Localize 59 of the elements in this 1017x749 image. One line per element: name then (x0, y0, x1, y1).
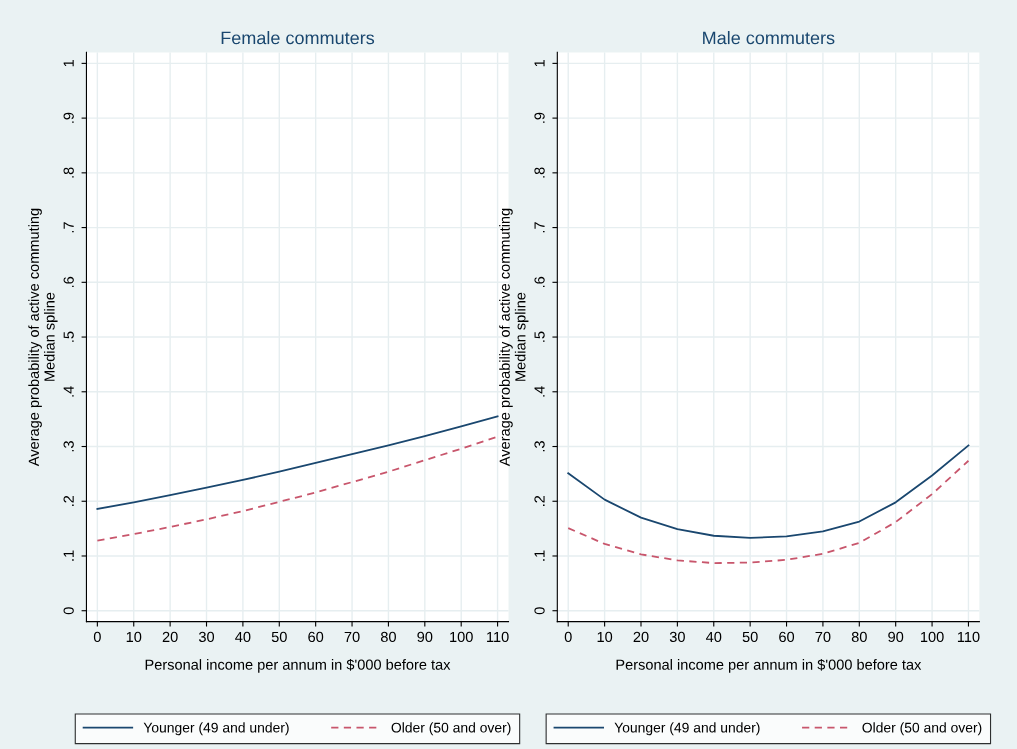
y-tick-label: .1 (63, 550, 74, 561)
x-tick-label: 80 (380, 631, 396, 643)
y-axis-title: Average probability of active commuting Median spline (499, 208, 529, 467)
y-tick-label: .3 (534, 441, 545, 452)
x-tick-label: 40 (235, 631, 251, 643)
y-tick-label: .8 (534, 167, 545, 178)
x-tick-label: 100 (450, 631, 473, 643)
x-tick-label: 90 (888, 631, 904, 643)
x-tick-label: 0 (93, 631, 101, 643)
x-tick-label: 60 (308, 631, 324, 643)
legend-label: Younger (49 and under) (614, 722, 760, 736)
y-tick-label: .7 (534, 222, 545, 233)
line-series (567, 444, 970, 539)
y-tick-label: .3 (63, 441, 74, 452)
x-tick-label: 100 (921, 631, 944, 643)
legend-label: Older (50 and over) (391, 722, 511, 736)
x-tick-label: 10 (597, 631, 613, 643)
x-axis-title: Personal income per annum in $'000 before tax (145, 658, 451, 673)
line-series (96, 415, 499, 510)
y-tick-label: .8 (63, 167, 74, 178)
y-tick-label: .1 (534, 550, 545, 561)
y-tick-label: 1 (63, 60, 74, 67)
y-tick-label: .2 (534, 495, 545, 506)
x-tick-label: 70 (815, 631, 831, 643)
y-tick-label: .6 (534, 276, 545, 288)
x-tick-label: 20 (633, 631, 649, 643)
y-tick-label: 1 (534, 60, 545, 67)
y-tick-label: .5 (63, 331, 74, 342)
y-tick-label: .6 (63, 276, 74, 288)
x-tick-label: 50 (271, 631, 287, 643)
x-tick-label: 60 (779, 631, 795, 643)
x-tick-label: 70 (344, 631, 360, 643)
x-tick-label: 30 (669, 631, 685, 643)
y-tick-label: .4 (534, 386, 545, 397)
line-series (567, 459, 970, 565)
y-tick-label: .5 (534, 331, 545, 342)
x-tick-label: 40 (705, 631, 722, 643)
x-tick-label: 50 (742, 631, 758, 643)
x-tick-label: 30 (198, 631, 215, 643)
x-tick-label: 0 (564, 631, 572, 643)
x-tick-label: 80 (851, 631, 867, 643)
y-tick-label: 0 (534, 607, 545, 615)
legend-label: Older (50 and over) (862, 722, 982, 736)
y-tick-label: .4 (63, 386, 74, 397)
x-tick-label: 20 (162, 631, 178, 643)
chart-title: Female commuters (221, 31, 375, 45)
y-tick-label: .2 (63, 495, 74, 506)
x-tick-label: 110 (487, 631, 509, 643)
x-tick-label: 110 (957, 631, 980, 643)
legend-label: Younger (49 and under) (143, 722, 289, 736)
x-tick-label: 90 (417, 631, 433, 643)
y-tick-label: .9 (534, 112, 545, 123)
x-axis-title: Personal income per annum in $'000 before tax (616, 658, 922, 673)
y-tick-label: .9 (63, 112, 74, 123)
x-tick-label: 10 (126, 631, 142, 643)
y-axis-title: Average probability of active commuting Median spline (28, 208, 58, 467)
y-tick-label: 0 (63, 607, 74, 615)
y-tick-label: .7 (63, 222, 74, 233)
chart-title: Male commuters (703, 31, 835, 45)
